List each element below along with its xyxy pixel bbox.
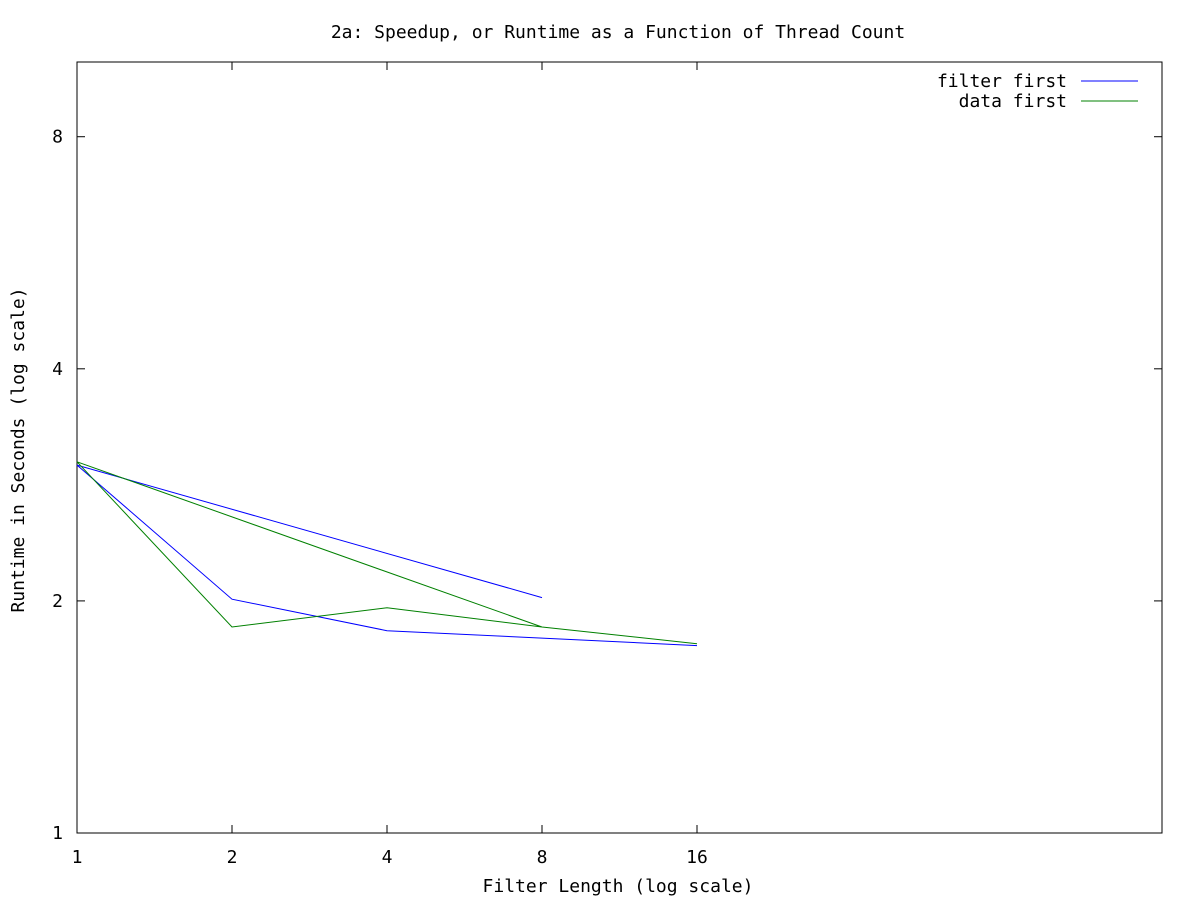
series-layer xyxy=(76,461,698,647)
series-line-filter-first xyxy=(76,464,698,647)
series-line-data-first xyxy=(76,461,698,645)
y-axis-ticks: 1 2 4 8 xyxy=(52,127,1162,844)
chart-title: 2a: Speedup, or Runtime as a Function of… xyxy=(331,22,905,43)
y-tick-label: 8 xyxy=(52,127,63,148)
x-tick-label: 1 xyxy=(72,847,83,868)
x-tick-label: 2 xyxy=(227,847,238,868)
x-axis-label: Filter Length (log scale) xyxy=(483,876,754,897)
y-tick-label: 2 xyxy=(52,591,63,612)
legend-label-data-first: data first xyxy=(959,91,1067,112)
plot-frame xyxy=(76,61,1163,834)
y-axis-label: Runtime in Seconds (log scale) xyxy=(8,287,29,612)
x-tick-label: 8 xyxy=(537,847,548,868)
x-axis-ticks: 1 2 4 8 16 xyxy=(72,62,708,868)
x-tick-label: 4 xyxy=(382,847,393,868)
legend-label-filter-first: filter first xyxy=(937,71,1067,92)
y-tick-label: 1 xyxy=(52,823,63,844)
y-tick-label: 4 xyxy=(52,359,63,380)
x-tick-label: 16 xyxy=(686,847,708,868)
